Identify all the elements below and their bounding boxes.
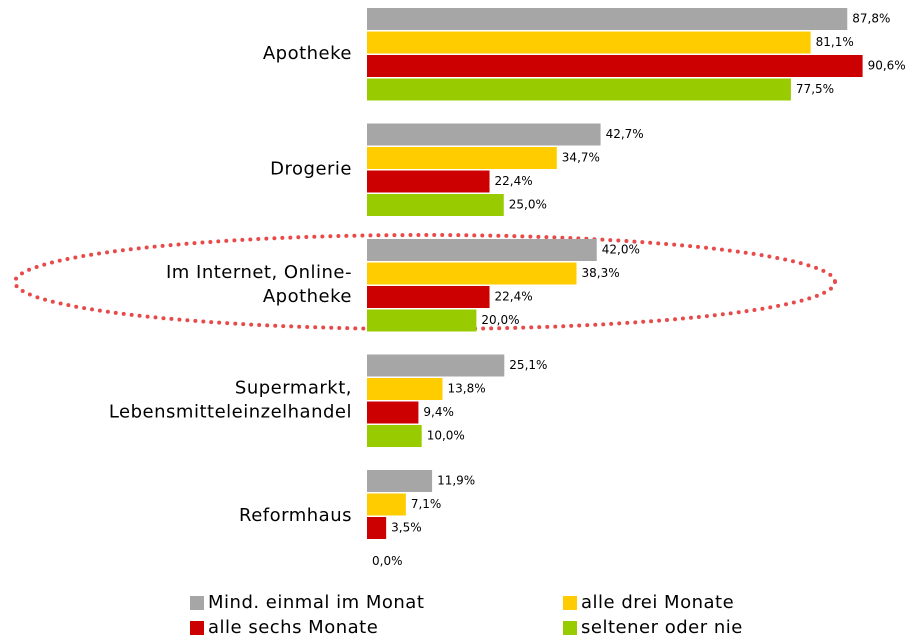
bar xyxy=(367,354,505,377)
legend-label: Mind. einmal im Monat xyxy=(208,592,424,613)
bar xyxy=(367,425,422,447)
bar xyxy=(367,55,863,77)
bar xyxy=(367,286,490,308)
bar xyxy=(367,123,601,146)
value-label: 7,1% xyxy=(411,497,442,511)
bar xyxy=(367,170,490,193)
bar xyxy=(367,401,419,424)
bar xyxy=(367,78,791,101)
category-label: Apotheke xyxy=(263,286,352,307)
category-label: Lebensmitteleinzelhandel xyxy=(109,402,352,423)
legend-swatch xyxy=(563,621,577,635)
value-label: 90,6% xyxy=(868,59,906,73)
bar xyxy=(367,262,577,285)
legend-label: alle sechs Monate xyxy=(208,617,378,638)
value-label: 38,3% xyxy=(582,266,620,280)
bar xyxy=(367,493,406,516)
value-label: 11,9% xyxy=(437,474,475,488)
legend-swatch xyxy=(190,621,204,635)
legend-label: alle drei Monate xyxy=(581,592,734,613)
category-label: Drogerie xyxy=(270,159,352,180)
value-label: 0,0% xyxy=(372,554,403,568)
bar xyxy=(367,147,557,169)
value-label: 42,0% xyxy=(602,243,640,257)
value-label: 42,7% xyxy=(606,127,644,141)
value-label: 13,8% xyxy=(447,382,485,396)
bar xyxy=(367,309,477,332)
value-label: 3,5% xyxy=(391,521,422,535)
value-label: 9,4% xyxy=(423,405,454,419)
value-label: 87,8% xyxy=(852,12,890,26)
value-label: 34,7% xyxy=(562,151,600,165)
value-label: 22,4% xyxy=(495,174,533,188)
bar xyxy=(367,517,387,539)
bar xyxy=(367,31,811,54)
bar xyxy=(367,470,433,492)
bar xyxy=(367,194,504,216)
bar xyxy=(367,378,443,400)
value-label: 10,0% xyxy=(427,429,465,443)
value-label: 81,1% xyxy=(816,35,854,49)
value-label: 25,0% xyxy=(509,198,547,212)
legend-label: seltener oder nie xyxy=(581,617,743,638)
legend-swatch xyxy=(563,596,577,610)
bar xyxy=(367,8,848,30)
legend-swatch xyxy=(190,596,204,610)
value-label: 20,0% xyxy=(481,313,519,327)
bar xyxy=(367,239,597,261)
highlight-ellipse xyxy=(13,233,837,331)
category-label: Supermarkt, xyxy=(235,378,352,399)
value-label: 25,1% xyxy=(509,358,547,372)
value-label: 22,4% xyxy=(495,290,533,304)
category-label: Apotheke xyxy=(263,43,352,64)
value-label: 77,5% xyxy=(796,82,834,96)
category-label: Im Internet, Online- xyxy=(166,262,352,283)
category-label: Reformhaus xyxy=(239,505,352,526)
